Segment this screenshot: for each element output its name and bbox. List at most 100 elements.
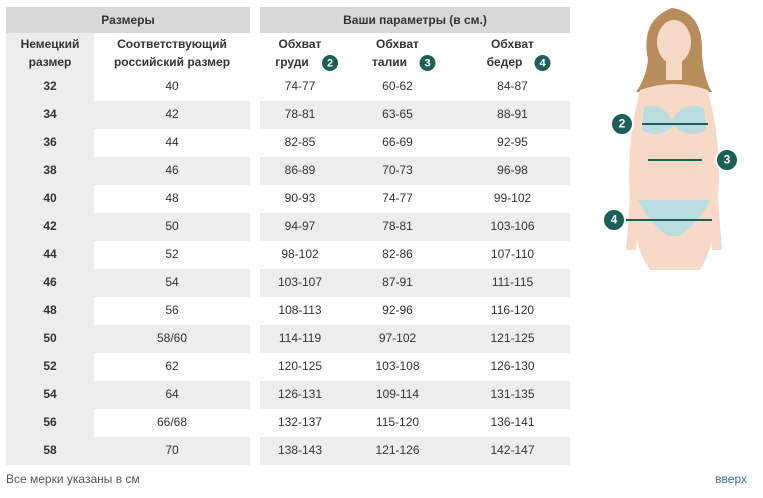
header-bg [260, 7, 570, 33]
cell: 103-108 [375, 359, 419, 373]
figure-badge-number: 4 [611, 213, 618, 227]
row-bg [6, 101, 250, 129]
cell: 84-87 [497, 79, 528, 93]
cell: 48 [43, 303, 57, 317]
figure-badge [602, 208, 626, 232]
column-header: Обхват [491, 37, 534, 51]
cell: 111-115 [492, 275, 534, 289]
cell: 116-120 [491, 303, 534, 317]
row-bg [6, 409, 94, 437]
cell: 94-97 [285, 219, 316, 233]
cell: 82-85 [285, 135, 316, 149]
cell: 126-130 [490, 359, 534, 373]
row-bg [6, 269, 250, 297]
badge [534, 55, 551, 71]
cell: 60-62 [382, 79, 413, 93]
cell: 88-91 [497, 107, 528, 121]
column-header: Обхват [279, 37, 322, 51]
cell: 121-125 [490, 331, 534, 345]
cell: 103-107 [278, 275, 322, 289]
cell: 40 [43, 191, 57, 205]
badge [419, 55, 436, 71]
cell: 58/60 [157, 331, 187, 345]
cell: 54 [43, 387, 57, 401]
row-bg [260, 269, 570, 297]
cell: 136-141 [490, 415, 534, 429]
cell: 78-81 [382, 219, 413, 233]
footer-note: Все мерки указаны в см [6, 472, 140, 486]
cell: 97-102 [379, 331, 417, 345]
cell: 38 [43, 163, 57, 177]
row-bg [6, 297, 94, 325]
header-title: Размеры [101, 13, 154, 27]
top-link[interactable]: вверх [715, 472, 747, 486]
row-bg [6, 381, 250, 409]
figure-badge-number: 3 [724, 153, 731, 167]
cell: 131-135 [490, 387, 534, 401]
cell: 40 [165, 79, 179, 93]
cell: 48 [165, 191, 179, 205]
row-bg [260, 325, 570, 353]
cell: 44 [165, 135, 179, 149]
cell: 46 [165, 163, 179, 177]
column-header: размер [29, 55, 72, 69]
cell: 78-81 [285, 107, 316, 121]
row-bg [6, 157, 250, 185]
cell: 109-114 [376, 387, 419, 401]
cell: 70 [165, 443, 179, 457]
column-header: Обхват [376, 37, 419, 51]
figure-badge-number: 2 [619, 117, 626, 131]
figure-badge [715, 148, 739, 172]
cell: 120-125 [278, 359, 322, 373]
badge [322, 55, 338, 71]
cell: 62 [165, 359, 179, 373]
cell: 132-137 [278, 415, 322, 429]
cell: 70-73 [382, 163, 413, 177]
row-bg [260, 213, 570, 241]
cell: 115-120 [376, 415, 419, 429]
subheader-bg [6, 33, 94, 73]
row-bg [6, 185, 94, 213]
cell: 52 [43, 359, 57, 373]
row-bg [6, 437, 250, 465]
cell: 121-126 [375, 443, 419, 457]
column-header: талии [372, 55, 407, 69]
cell: 86-89 [285, 163, 316, 177]
cell: 99-102 [494, 191, 532, 205]
cell: 98-102 [281, 247, 319, 261]
row-bg [6, 353, 94, 381]
column-header: груди [275, 55, 309, 69]
cell: 114-119 [279, 331, 322, 345]
row-bg [6, 73, 94, 101]
cell: 36 [43, 135, 57, 149]
row-bg [6, 213, 250, 241]
cell: 56 [165, 303, 179, 317]
cell: 54 [165, 275, 179, 289]
cell: 92-96 [382, 303, 413, 317]
column-header: бедер [487, 55, 523, 69]
header-bg [6, 7, 250, 33]
cell: 42 [165, 107, 179, 121]
column-header: Соответствующий [117, 37, 227, 51]
cell: 107-110 [491, 247, 534, 261]
cell: 58 [43, 443, 57, 457]
cell: 34 [43, 107, 57, 121]
cell: 52 [165, 247, 179, 261]
cell: 142-147 [490, 443, 534, 457]
cell: 92-95 [497, 135, 528, 149]
cell: 64 [165, 387, 179, 401]
row-bg [260, 381, 570, 409]
cell: 50 [43, 331, 57, 345]
cell: 82-86 [382, 247, 413, 261]
badge-number: 3 [424, 57, 430, 69]
column-header: российский размер [114, 55, 230, 69]
badge-number: 2 [327, 57, 333, 69]
cell: 66/68 [157, 415, 187, 429]
cell: 66-69 [382, 135, 413, 149]
cell: 46 [43, 275, 57, 289]
cell: 32 [43, 79, 57, 93]
cell: 56 [43, 415, 57, 429]
figure-badge [610, 112, 634, 136]
